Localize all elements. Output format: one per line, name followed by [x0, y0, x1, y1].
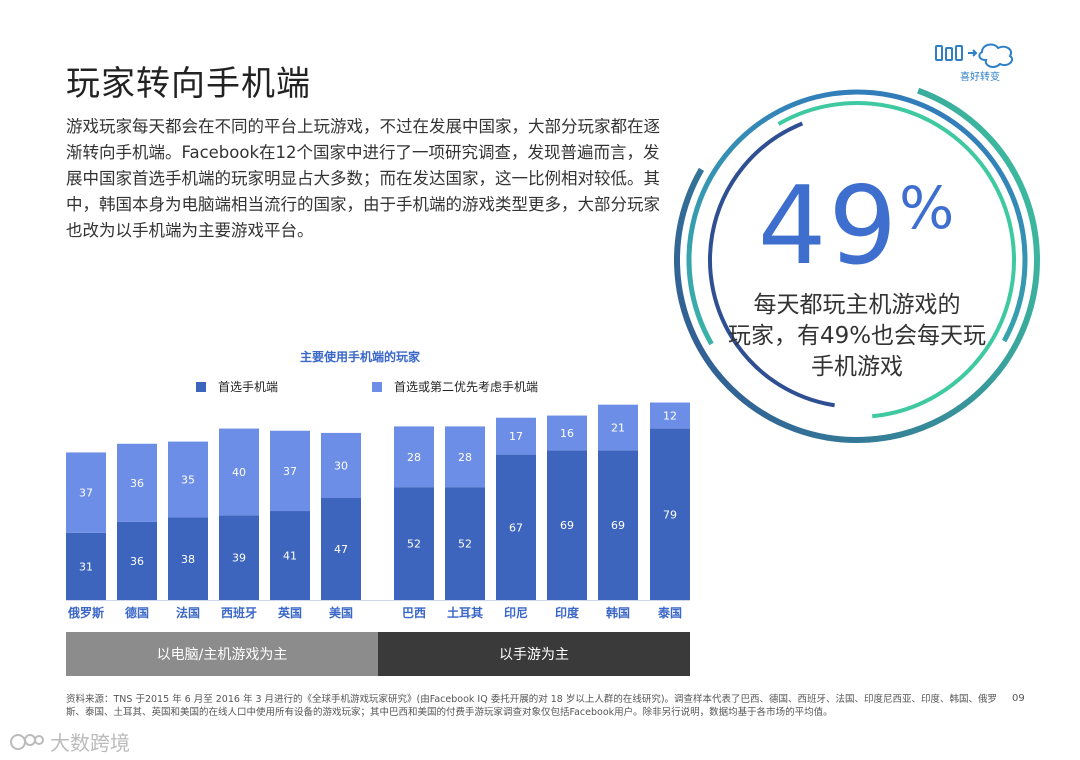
group-bar-mobile: 以手游为主: [378, 632, 690, 676]
data-label-primary: 39: [232, 552, 246, 565]
category-label: 法国: [176, 605, 200, 620]
data-label-secondary: 28: [458, 451, 472, 464]
bar-segment-secondary: [168, 441, 208, 518]
category-label: 韩国: [606, 605, 630, 620]
category-label: 英国: [278, 605, 302, 620]
bar-segment-secondary: [219, 428, 259, 516]
category-label: 德国: [125, 605, 149, 620]
legend-item-primary: 首选手机端: [196, 378, 278, 395]
stat-caption-line: 每天都玩主机游戏的: [753, 292, 961, 318]
bar-segment-primary: [66, 532, 106, 600]
bar-segment-primary: [117, 521, 157, 600]
legend-item-secondary: 首选或第二优先考虑手机端: [372, 378, 538, 395]
watermark-icon: [10, 733, 44, 750]
ring-4: [708, 111, 1006, 409]
category-label: 印尼: [504, 606, 528, 620]
page-title: 玩家转向手机端: [66, 64, 311, 104]
stat-number: 49%: [662, 164, 1052, 289]
page-number: 09: [1012, 693, 1025, 704]
brand-logo: [935, 43, 1014, 68]
stat-caption-line: 玩家，有49%也会每天玩: [727, 323, 987, 349]
stat-rings: [674, 77, 1040, 443]
data-label-secondary: 16: [560, 427, 574, 440]
category-label: 西班牙: [221, 605, 257, 620]
bar-segment-secondary: [270, 430, 310, 512]
bar-segment-primary: [496, 454, 536, 600]
data-label-secondary: 21: [611, 421, 625, 434]
category-label: 俄罗斯: [67, 605, 104, 620]
data-label-primary: 36: [130, 555, 144, 568]
data-label-secondary: 37: [283, 465, 297, 478]
category-label: 美国: [329, 605, 353, 620]
bar-segment-primary: [270, 511, 310, 600]
bar-segment-secondary: [321, 432, 361, 499]
data-label-primary: 47: [334, 543, 348, 556]
bar-segment-primary: [321, 498, 361, 600]
data-label-secondary: 28: [407, 451, 421, 464]
bar-segment-secondary: [445, 426, 485, 488]
legend-label: 首选或第二优先考虑手机端: [394, 380, 539, 394]
data-label-primary: 67: [509, 521, 523, 534]
bar-segment-secondary: [547, 415, 587, 451]
bar-segment-secondary: [598, 404, 638, 451]
bar-segment-secondary: [66, 452, 106, 533]
watermark: 大数跨境: [8, 727, 130, 756]
data-label-secondary: 35: [181, 474, 195, 487]
bar-segment-primary: [219, 515, 259, 600]
bar-segment-primary: [598, 450, 638, 600]
bar-segment-secondary: [496, 417, 536, 455]
stat-value: 49: [757, 164, 900, 289]
data-label-secondary: 36: [130, 477, 144, 490]
data-label-primary: 38: [181, 553, 195, 566]
data-label-primary: 31: [79, 560, 93, 573]
bar-segment-primary: [650, 428, 690, 600]
watermark-text: 大数跨境: [50, 731, 130, 755]
data-label-primary: 41: [283, 550, 297, 563]
category-label: 泰国: [657, 605, 682, 620]
bar-segment-primary: [394, 487, 434, 600]
logo-caption: 喜好转变: [960, 72, 1000, 83]
bar-segment-primary: [168, 517, 208, 600]
stat-caption-line: 手机游戏: [811, 354, 903, 380]
ring-3: [698, 101, 1016, 420]
bar-segment-primary: [445, 487, 485, 600]
data-label-primary: 69: [560, 519, 574, 532]
data-label-secondary: 40: [232, 466, 246, 479]
data-label-secondary: 37: [79, 487, 93, 500]
category-label: 土耳其: [447, 605, 483, 620]
category-label: 巴西: [402, 606, 426, 620]
data-label-secondary: 30: [334, 459, 348, 472]
ring-outer: [674, 77, 1040, 443]
data-label-primary: 69: [611, 519, 625, 532]
group-bar-pc: 以电脑/主机游戏为主: [66, 632, 378, 676]
data-label-secondary: 17: [509, 430, 523, 443]
data-label-secondary: 12: [663, 410, 677, 423]
stat-callout: 49% 每天都玩主机游戏的 玩家，有49%也会每天玩 手机游戏: [662, 77, 1052, 470]
data-label-primary: 52: [458, 538, 472, 551]
source-footnote: 资料来源：TNS 于2015 年 6 月至 2016 年 3 月进行的《全球手机…: [66, 694, 998, 718]
bar-segment-secondary: [394, 426, 434, 488]
legend-label: 首选手机端: [218, 380, 279, 394]
data-label-primary: 52: [407, 538, 421, 551]
category-label: 印度: [555, 605, 580, 620]
intro-paragraph: 游戏玩家每天都会在不同的平台上玩游戏，不过在发展中国家，大部分玩家都在逐渐转向手…: [66, 117, 660, 240]
stat-percent: %: [899, 174, 957, 242]
bar-segment-primary: [547, 450, 587, 600]
legend-swatch: [372, 381, 382, 392]
stat-caption: 每天都玩主机游戏的 玩家，有49%也会每天玩 手机游戏: [722, 290, 992, 383]
bar-segment-secondary: [650, 402, 690, 429]
chart-title: 主要使用手机端的玩家: [300, 350, 421, 364]
legend-swatch: [196, 381, 206, 392]
data-label-primary: 79: [663, 508, 677, 521]
bar-segment-secondary: [117, 443, 157, 522]
